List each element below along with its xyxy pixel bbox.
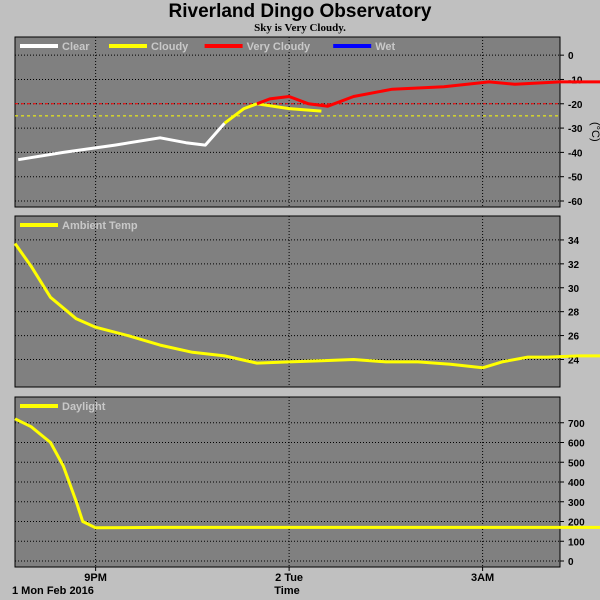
panel-daylight: 0 100 200 300 400 500 600 700 Daylight — [14, 396, 600, 568]
x-tick-label: 2 Tue — [275, 572, 303, 584]
y-tick-label: 24 — [568, 355, 580, 366]
y-tick-label: 28 — [568, 308, 580, 319]
y-tick-label: -50 — [568, 173, 583, 184]
legend-label: Very Cloudy — [247, 41, 311, 53]
plot-area — [14, 36, 561, 208]
y-tick-label: 0 — [568, 557, 574, 568]
y-tick-label: -60 — [568, 197, 583, 208]
y-tick-label: 700 — [568, 419, 585, 430]
sky-status-subtitle: Sky is Very Cloudy. — [254, 22, 346, 34]
y-tick-label: 100 — [568, 537, 585, 548]
y-tick-label: -30 — [568, 124, 583, 135]
y-tick-label: 400 — [568, 478, 585, 489]
y-tick-label: 300 — [568, 498, 585, 509]
legend-label: Daylight — [62, 401, 106, 413]
x-date-label: 1 Mon Feb 2016 — [12, 585, 94, 597]
legend-label: Cloudy — [151, 41, 189, 53]
y-unit-label: (°C) — [589, 122, 600, 142]
y-tick-label: 30 — [568, 284, 580, 295]
chart-title: Riverland Dingo Observatory — [168, 1, 432, 22]
series-line — [17, 122, 226, 162]
legend-label: Clear — [62, 41, 90, 53]
y-tick-label: -20 — [568, 100, 583, 111]
y-tick-label: 200 — [568, 518, 585, 529]
plot-area — [14, 215, 561, 388]
legend-label: Ambient Temp — [62, 220, 138, 232]
y-tick-label: 26 — [568, 332, 580, 343]
panel-sky: 0-10-20-30-40-50-60(°C)Clear Cloudy Very C… — [14, 36, 600, 208]
y-tick-label: 500 — [568, 458, 585, 469]
x-axis-label: Time — [274, 585, 299, 597]
series-line — [14, 417, 600, 530]
x-tick-label: 9PM — [84, 572, 107, 584]
series-line — [256, 80, 600, 108]
series-line — [13, 242, 600, 370]
panel-ambient: 24 26 28 30 32 34 Ambient Temp — [13, 215, 600, 388]
y-tick-label: 32 — [568, 260, 580, 271]
x-tick-label: 3AM — [471, 572, 494, 584]
y-tick-label: 0 — [568, 51, 574, 62]
legend-label: Wet — [375, 41, 395, 53]
y-tick-label: -40 — [568, 148, 583, 159]
y-tick-label: 600 — [568, 439, 585, 450]
y-tick-label: 34 — [568, 236, 580, 247]
